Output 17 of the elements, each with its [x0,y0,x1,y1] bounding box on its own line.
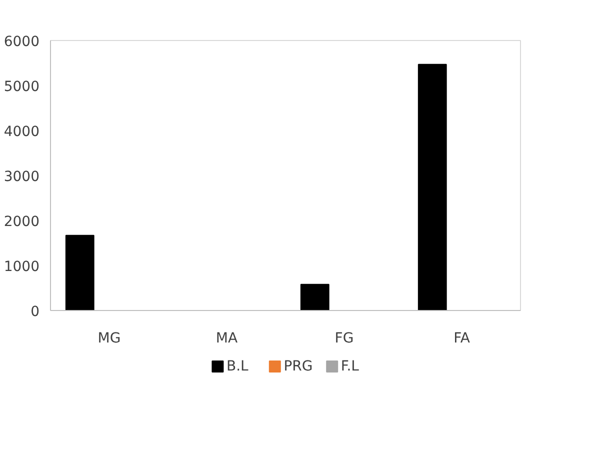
legend-label: PRG [284,358,313,374]
bar [418,64,447,310]
x-tick-label: MG [98,330,121,346]
bar [300,284,330,310]
y-tick-label: 4000 [4,124,40,140]
x-tick-label: FA [454,330,470,346]
y-tick-label: 6000 [4,34,40,50]
y-tick-label: 2000 [4,214,40,230]
y-tick-label: 5000 [4,79,40,95]
x-tick-label: MA [216,330,238,346]
x-tick-label: FG [334,330,354,346]
legend-label: B.L [226,358,249,374]
y-tick-label: 0 [30,304,40,320]
y-tick-label: 1000 [4,259,40,275]
legend-label: F.L [340,358,360,374]
y-tick-label: 3000 [4,169,40,185]
bar [65,234,94,310]
